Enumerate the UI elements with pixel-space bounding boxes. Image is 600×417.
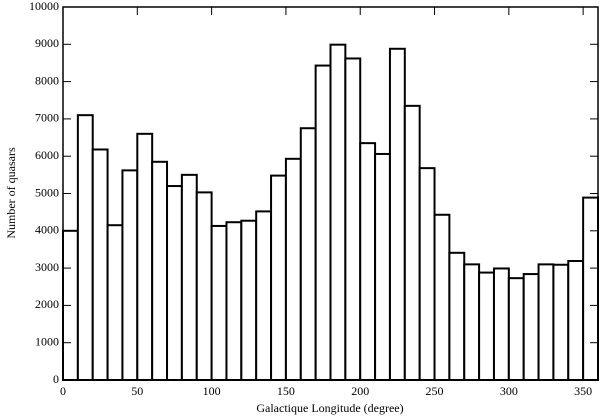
bar xyxy=(388,47,406,381)
bar xyxy=(492,267,510,381)
bar xyxy=(299,127,317,381)
bar xyxy=(136,132,154,381)
bar xyxy=(463,263,481,381)
bar xyxy=(507,277,525,381)
x-tick-label: 300 xyxy=(500,384,518,398)
bar xyxy=(166,185,183,381)
bar xyxy=(240,219,258,381)
bar xyxy=(344,57,362,381)
bar xyxy=(522,273,540,381)
y-tick-label: 7000 xyxy=(35,111,59,125)
bar xyxy=(478,271,495,381)
y-tick-label: 1000 xyxy=(35,334,59,348)
bar xyxy=(567,260,585,381)
y-tick-label: 5000 xyxy=(35,185,59,199)
bar xyxy=(106,224,124,381)
bar xyxy=(359,142,377,381)
bar xyxy=(284,157,302,381)
bar xyxy=(418,167,436,381)
bar xyxy=(225,221,243,381)
x-tick-label: 50 xyxy=(131,384,143,398)
y-tick-label: 10000 xyxy=(29,0,59,13)
bar xyxy=(433,213,451,381)
x-tick-label: 250 xyxy=(426,384,444,398)
bar xyxy=(374,152,391,381)
y-tick-label: 6000 xyxy=(35,148,59,162)
y-tick-label: 9000 xyxy=(35,36,59,50)
bar xyxy=(403,104,421,381)
y-axis-label: Number of quasars xyxy=(4,147,18,239)
bar xyxy=(255,210,273,381)
bar xyxy=(210,224,228,381)
x-tick-label: 200 xyxy=(351,384,369,398)
bar xyxy=(180,173,198,381)
x-tick-label: 150 xyxy=(277,384,295,398)
bar xyxy=(314,64,332,381)
y-tick-label: 3000 xyxy=(35,260,59,274)
y-tick-label: 8000 xyxy=(35,73,59,87)
bar xyxy=(448,251,466,382)
y-tick-label: 0 xyxy=(53,372,59,386)
bar xyxy=(121,169,139,381)
bar xyxy=(537,263,555,381)
bar xyxy=(91,148,109,381)
bar xyxy=(76,114,94,381)
x-tick-label: 350 xyxy=(574,384,592,398)
bar xyxy=(151,160,169,381)
x-axis-label: Galactique Longitude (degree) xyxy=(256,401,403,415)
bar xyxy=(582,196,600,381)
bar xyxy=(270,174,287,381)
y-tick-label: 4000 xyxy=(35,223,59,237)
bar xyxy=(329,43,347,381)
bar xyxy=(552,263,570,382)
y-tick-label: 2000 xyxy=(35,297,59,311)
x-tick-label: 0 xyxy=(60,384,66,398)
x-tick-label: 100 xyxy=(203,384,221,398)
bar xyxy=(195,191,213,381)
